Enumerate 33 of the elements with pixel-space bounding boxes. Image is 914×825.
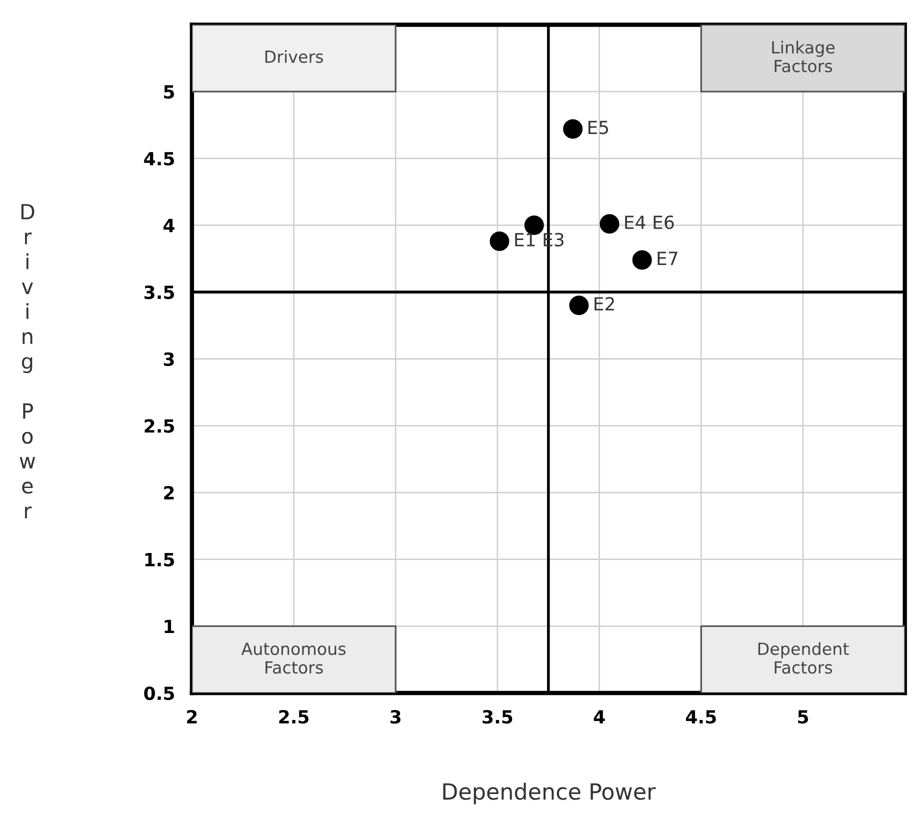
y-tick-label: 3.5	[144, 286, 174, 300]
text: Driving Power	[20, 204, 36, 518]
x-axis-title: Dependence Power	[443, 782, 656, 804]
y-tick-label: 4	[164, 218, 174, 232]
point	[600, 214, 620, 234]
y-tick-label: 5	[164, 85, 174, 99]
point	[569, 296, 589, 316]
x-tick-label: 3.5	[482, 710, 512, 724]
point	[632, 250, 652, 270]
y-tick-label: 0.5	[144, 686, 174, 700]
x-tick-label: 5	[798, 710, 808, 724]
annotation: E2	[594, 296, 614, 310]
y-tick-label: 2.5	[144, 419, 174, 433]
point	[490, 232, 510, 252]
annotation: E4 E6	[625, 215, 674, 230]
annotation: E7	[658, 252, 678, 265]
y-tick-label: 1	[164, 620, 174, 634]
annotation: Linkage Factors	[772, 40, 835, 72]
y-tick-label: 4.5	[144, 152, 174, 166]
annotation: E5	[588, 120, 608, 134]
annotation: Drivers	[265, 50, 323, 63]
y-tick-label: 1.5	[145, 553, 174, 566]
x-tick-label: 2.5	[279, 710, 309, 724]
annotation: Autonomous Factors	[241, 642, 346, 674]
x-tick-label: 2	[187, 710, 197, 724]
x-tick-label: 3	[390, 710, 400, 724]
point	[524, 215, 544, 235]
point	[563, 119, 583, 139]
x-tick-label: 4.5	[686, 710, 716, 724]
annotation: Dependent Factors	[758, 642, 849, 674]
y-tick-label: 2	[164, 486, 174, 500]
x-tick-label: 4	[594, 710, 605, 724]
y-tick-label: 3	[164, 352, 174, 366]
